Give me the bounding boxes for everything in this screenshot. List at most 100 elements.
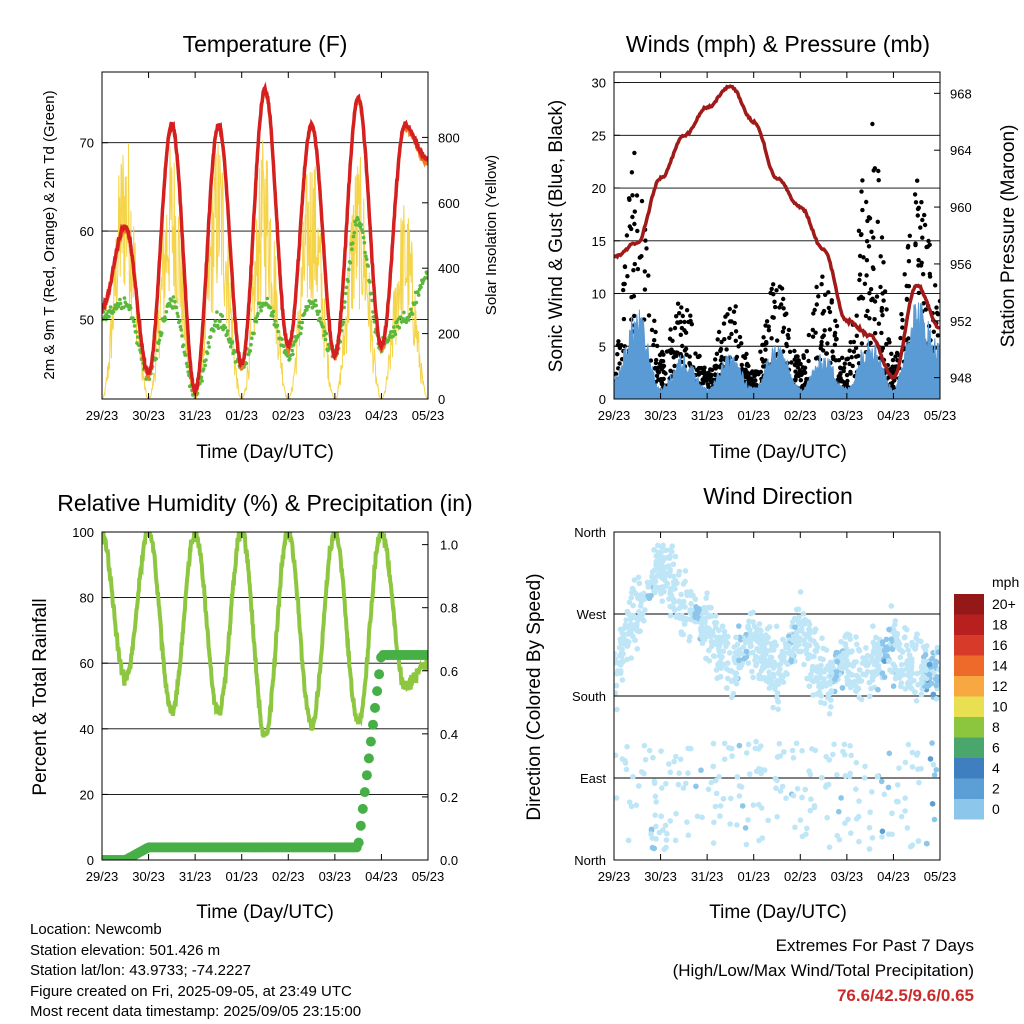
- gust-point: [629, 170, 635, 175]
- gust-point: [859, 189, 864, 194]
- gust-point: [871, 235, 876, 240]
- direction-point: [928, 680, 935, 687]
- direction-point: [709, 628, 716, 635]
- gust-point: [643, 238, 648, 243]
- gust-point: [742, 370, 748, 375]
- direction-point: [824, 814, 830, 821]
- dewpoint-point: [280, 337, 284, 342]
- legend-label: 20+: [992, 596, 1016, 612]
- direction-point: [742, 825, 749, 831]
- direction-point: [918, 765, 924, 772]
- direction-point: [680, 785, 687, 791]
- dewpoint-point: [343, 300, 347, 304]
- direction-point: [630, 612, 637, 619]
- direction-point: [743, 750, 750, 756]
- direction-ytick-label: North: [574, 525, 606, 540]
- gust-point: [619, 343, 624, 348]
- temperature-ytick-label: 70: [80, 136, 94, 151]
- gust-point: [729, 319, 734, 324]
- gust-point: [922, 222, 928, 228]
- direction-point: [861, 775, 868, 781]
- gust-point: [833, 337, 839, 342]
- gust-point: [900, 317, 905, 323]
- direction-point: [905, 647, 911, 653]
- direction-point: [685, 832, 692, 838]
- direction-point: [889, 810, 895, 817]
- winds-gridlines: [614, 82, 940, 400]
- gust-point: [900, 325, 905, 330]
- direction-point: [637, 628, 643, 634]
- dewpoint-point: [118, 297, 122, 302]
- dewpoint-point: [271, 314, 275, 318]
- gust-point: [793, 354, 799, 359]
- gust-point: [836, 374, 841, 379]
- legend-swatch: [954, 594, 984, 615]
- direction-point: [779, 651, 785, 657]
- direction-point: [653, 823, 659, 830]
- winds-xtick-label: 01/23: [737, 408, 770, 423]
- precip-point: [374, 669, 385, 680]
- precip-point: [355, 820, 366, 831]
- gust-point: [902, 272, 907, 277]
- direction-point: [913, 642, 919, 649]
- gust-point: [639, 254, 644, 259]
- direction-point: [896, 765, 902, 771]
- gust-point: [784, 341, 789, 347]
- dewpoint-point: [285, 354, 290, 358]
- direction-point: [909, 842, 916, 848]
- gust-point: [672, 351, 678, 356]
- gust-point: [733, 338, 738, 343]
- gust-point: [915, 213, 920, 218]
- gust-point: [632, 150, 637, 156]
- gust-point: [695, 354, 701, 360]
- direction-point: [781, 749, 787, 755]
- temperature-xtick-label: 04/23: [365, 408, 398, 423]
- direction-point: [636, 580, 643, 587]
- humidity-xtick-label: 04/23: [365, 869, 398, 884]
- direction-point: [704, 626, 710, 633]
- direction-point: [878, 778, 885, 785]
- dewpoint-point: [176, 314, 180, 319]
- direction-point: [614, 650, 617, 657]
- direction-point: [885, 784, 892, 791]
- direction-point: [636, 783, 642, 789]
- winds-ytick-label: 0: [599, 392, 606, 407]
- direction-point: [746, 618, 752, 625]
- dewpoint-point: [313, 298, 318, 303]
- gust-point: [876, 168, 881, 174]
- dewpoint-point: [324, 331, 329, 336]
- humidity-axes: 29/23 30/23 31/23 01/23 02/23 03/23 04/23 05/23…: [72, 525, 458, 884]
- direction-point: [667, 568, 673, 575]
- direction-point: [847, 770, 853, 777]
- direction-point: [633, 621, 639, 628]
- extremes-legend: (High/Low/Max Wind/Total Precipitation): [672, 961, 974, 980]
- direction-point: [720, 796, 727, 802]
- direction-point: [644, 579, 651, 586]
- winds-ytick-label: 30: [592, 76, 606, 91]
- direction-point: [713, 620, 720, 626]
- direction-point: [807, 636, 814, 643]
- gust-point: [657, 361, 663, 366]
- legend-label: 16: [992, 637, 1008, 653]
- direction-point: [703, 655, 709, 662]
- precip-point: [423, 650, 428, 660]
- legend-swatch: [954, 655, 984, 676]
- direction-point: [683, 780, 689, 787]
- direction-point: [804, 651, 810, 657]
- direction-point: [789, 747, 796, 754]
- direction-title: Wind Direction: [703, 483, 853, 509]
- gust-point: [795, 371, 801, 377]
- direction-point: [706, 647, 712, 654]
- direction-point: [771, 647, 777, 653]
- direction-point: [831, 741, 837, 748]
- temperature-xtick-label: 01/23: [225, 408, 258, 423]
- gust-point: [830, 349, 835, 354]
- gust-point: [931, 329, 936, 334]
- direction-point: [716, 634, 723, 640]
- direction-point: [651, 547, 657, 553]
- direction-point: [745, 741, 752, 748]
- station-info: Location: Newcomb Station elevation: 501…: [30, 920, 361, 1023]
- direction-point: [687, 616, 694, 623]
- direction-point: [904, 825, 911, 831]
- dewpoint-point: [275, 323, 280, 328]
